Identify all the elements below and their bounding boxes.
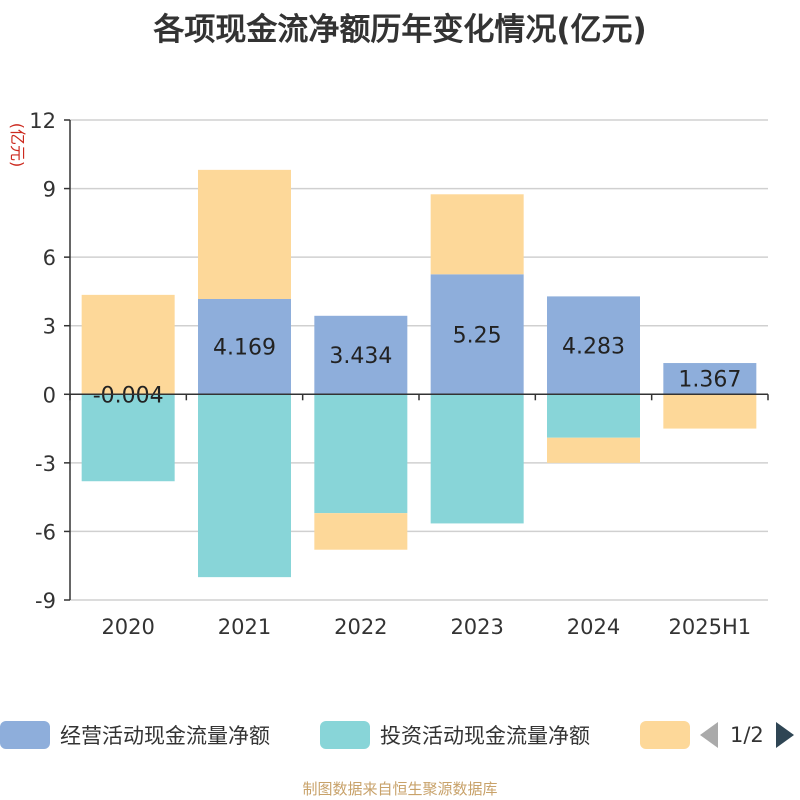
bar-operating [198, 298, 291, 395]
legend-item-operating[interactable]: 经营活动现金流量净额 [0, 714, 270, 756]
source-note: 制图数据来自恒生聚源数据库 [302, 780, 498, 798]
pager-prev-icon[interactable] [700, 722, 718, 748]
x-tick-label: 2023 [450, 615, 503, 639]
bar-financing [198, 169, 291, 299]
legend-item-investing[interactable]: 投资活动现金流量净额 [320, 714, 590, 756]
x-tick-label: 2024 [567, 615, 620, 639]
data-label: 4.283 [562, 334, 625, 359]
legend-label-operating: 经营活动现金流量净额 [60, 724, 270, 748]
bar-operating [430, 274, 524, 395]
data-label: 1.367 [678, 368, 741, 393]
y-tick-label: -3 [35, 452, 56, 476]
legend-item-financing[interactable] [640, 714, 700, 756]
bar-investing [430, 394, 524, 524]
y-tick-label: 0 [43, 383, 56, 407]
bar-operating [663, 363, 757, 395]
data-label: -0.004 [93, 383, 164, 408]
data-label: 4.169 [213, 336, 276, 361]
x-tick-label: 2021 [218, 615, 271, 639]
data-label: 5.25 [453, 323, 502, 348]
legend-swatch-operating [0, 721, 50, 749]
bar-investing [314, 394, 408, 514]
bar-investing [198, 394, 291, 578]
bar-financing [547, 437, 640, 463]
legend-label-investing: 投资活动现金流量净额 [380, 724, 590, 748]
y-tick-label: 3 [43, 315, 56, 339]
bar-financing [430, 194, 524, 275]
y-tick-label: -6 [35, 520, 56, 544]
x-tick-label: 2020 [101, 615, 154, 639]
pager-next-icon[interactable] [775, 722, 794, 748]
legend: 经营活动现金流量净额 投资活动现金流量净额 1/2 [0, 714, 800, 756]
y-tick-label: -9 [35, 589, 56, 613]
chart-title: 各项现金流净额历年变化情况(亿元) [153, 12, 647, 48]
bar-operating [547, 296, 640, 395]
x-tick-label: 2025H1 [669, 615, 752, 639]
y-tick-label: 6 [43, 246, 56, 270]
bar-financing [81, 294, 175, 395]
y-tick-label: 9 [43, 178, 56, 202]
bar-operating [314, 315, 408, 395]
pager-page-text: 1/2 [730, 723, 764, 747]
legend-swatch-financing [640, 721, 690, 749]
x-tick-label: 2022 [334, 615, 387, 639]
bar-financing [314, 513, 408, 550]
bar-investing [547, 394, 640, 438]
data-label: 3.434 [329, 344, 392, 369]
bar-financing [663, 394, 757, 429]
y-axis-label: (亿元) [8, 123, 27, 168]
bar-investing [81, 394, 175, 482]
legend-pager: 1/2 [700, 714, 794, 756]
y-tick-label: 12 [29, 109, 56, 133]
legend-swatch-investing [320, 721, 370, 749]
